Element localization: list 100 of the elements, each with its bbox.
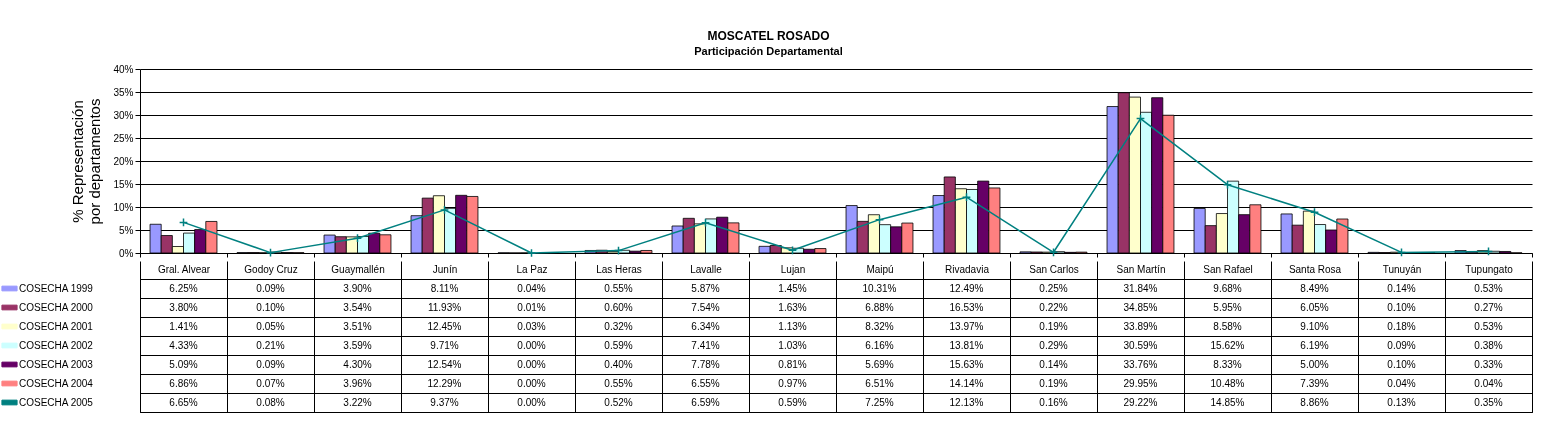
legend-label: COSECHA 2000 xyxy=(19,301,94,313)
x-tick-label: Lavalle xyxy=(690,263,723,275)
data-label: 12.45% xyxy=(427,320,462,332)
data-label: 14.14% xyxy=(949,377,984,389)
data-label: 0.27% xyxy=(1474,301,1503,313)
data-label: 6.34% xyxy=(691,320,720,332)
data-label: 29.95% xyxy=(1123,377,1158,389)
data-label: 13.81% xyxy=(949,339,984,351)
data-label: 0.05% xyxy=(256,320,285,332)
data-label: 5.09% xyxy=(169,358,198,370)
data-label: 6.86% xyxy=(169,377,198,389)
data-label: 0.21% xyxy=(256,339,285,351)
data-label: 1.03% xyxy=(778,339,807,351)
x-tick-label: Lujan xyxy=(780,263,806,275)
data-label: 0.09% xyxy=(1387,339,1416,351)
data-label: 5.00% xyxy=(1300,358,1329,370)
data-label: 0.07% xyxy=(256,377,285,389)
data-label: 0.32% xyxy=(604,320,633,332)
data-label: 6.65% xyxy=(169,396,198,408)
data-label: 31.84% xyxy=(1123,282,1158,294)
y-tick-label: 10% xyxy=(113,201,134,213)
data-label: 8.58% xyxy=(1213,320,1242,332)
data-label: 12.54% xyxy=(427,358,462,370)
legend-label: COSECHA 1999 xyxy=(19,282,94,294)
data-label: 12.29% xyxy=(427,377,462,389)
y-tick-label: 0% xyxy=(119,247,134,259)
data-label: 1.13% xyxy=(778,320,807,332)
data-label: 0.81% xyxy=(778,358,807,370)
data-label: 3.22% xyxy=(343,396,372,408)
data-label: 0.09% xyxy=(256,282,285,294)
data-label: 6.88% xyxy=(865,301,894,313)
data-label: 6.19% xyxy=(1300,339,1329,351)
data-label: 0.59% xyxy=(778,396,807,408)
legend-label: COSECHA 2004 xyxy=(19,377,94,389)
y-tick-label: 30% xyxy=(113,109,134,121)
x-tick-label: Rivadavia xyxy=(945,263,990,275)
x-tick-label: Guaymallén xyxy=(331,263,385,275)
data-label: 9.37% xyxy=(430,396,459,408)
data-label: 0.35% xyxy=(1474,396,1503,408)
y-tick-label: 35% xyxy=(113,86,134,98)
chart-subtitle: Participación Departamental xyxy=(694,45,843,57)
y-tick-label: 15% xyxy=(113,178,134,190)
data-label: 0.97% xyxy=(778,377,807,389)
y-tick-label: 25% xyxy=(113,132,134,144)
chart-title: MOSCATEL ROSADO xyxy=(707,29,830,43)
data-label: 0.10% xyxy=(256,301,285,313)
data-label: 0.53% xyxy=(1474,282,1503,294)
data-label: 10.48% xyxy=(1210,377,1245,389)
data-label: 8.49% xyxy=(1300,282,1329,294)
data-label: 33.89% xyxy=(1123,320,1158,332)
data-label: 5.69% xyxy=(865,358,894,370)
data-label: 6.55% xyxy=(691,377,720,389)
y-tick-label: 20% xyxy=(113,155,134,167)
x-tick-label: Tunuyán xyxy=(1382,263,1422,275)
data-label: 3.51% xyxy=(343,320,372,332)
data-label: 6.51% xyxy=(865,377,894,389)
data-label: 13.97% xyxy=(949,320,984,332)
legend-label: COSECHA 2001 xyxy=(19,320,94,332)
data-label: 4.30% xyxy=(343,358,372,370)
data-label: 0.00% xyxy=(517,396,546,408)
data-label: 0.19% xyxy=(1039,320,1068,332)
data-label: 33.76% xyxy=(1123,358,1158,370)
data-label: 30.59% xyxy=(1123,339,1158,351)
data-label: 15.63% xyxy=(949,358,984,370)
x-tick-label: Santa Rosa xyxy=(1288,263,1342,275)
data-label: 10.31% xyxy=(862,282,897,294)
data-label: 7.78% xyxy=(691,358,720,370)
data-label: 0.00% xyxy=(517,377,546,389)
data-label: 3.96% xyxy=(343,377,372,389)
data-label: 0.55% xyxy=(604,377,633,389)
data-label: 12.49% xyxy=(949,282,984,294)
data-label: 8.86% xyxy=(1300,396,1329,408)
data-label: 29.22% xyxy=(1123,396,1158,408)
data-label: 7.54% xyxy=(691,301,720,313)
x-tick-label: Las Heras xyxy=(596,263,642,275)
x-tick-label: Junín xyxy=(432,263,458,275)
data-label: 1.45% xyxy=(778,282,807,294)
data-label: 0.14% xyxy=(1387,282,1416,294)
y-tick-label: 5% xyxy=(119,224,134,236)
data-label: 14.85% xyxy=(1210,396,1245,408)
x-tick-label: La Paz xyxy=(516,263,548,275)
data-label: 7.25% xyxy=(865,396,894,408)
data-label: 0.00% xyxy=(517,358,546,370)
data-label: 12.13% xyxy=(949,396,984,408)
data-label: 3.90% xyxy=(343,282,372,294)
data-label: 0.04% xyxy=(517,282,546,294)
data-label: 0.38% xyxy=(1474,339,1503,351)
data-label: 9.71% xyxy=(430,339,459,351)
x-tick-label: San Rafael xyxy=(1203,263,1253,275)
data-label: 5.87% xyxy=(691,282,720,294)
data-label: 6.25% xyxy=(169,282,198,294)
data-label: 8.33% xyxy=(1213,358,1242,370)
data-label: 8.11% xyxy=(430,282,459,294)
data-label: 0.04% xyxy=(1387,377,1416,389)
data-label: 0.25% xyxy=(1039,282,1068,294)
data-label: 0.19% xyxy=(1039,377,1068,389)
data-label: 3.80% xyxy=(169,301,198,313)
legend-label: COSECHA 2005 xyxy=(19,396,94,408)
x-tick-label: San Carlos xyxy=(1029,263,1079,275)
data-label: 0.59% xyxy=(604,339,633,351)
